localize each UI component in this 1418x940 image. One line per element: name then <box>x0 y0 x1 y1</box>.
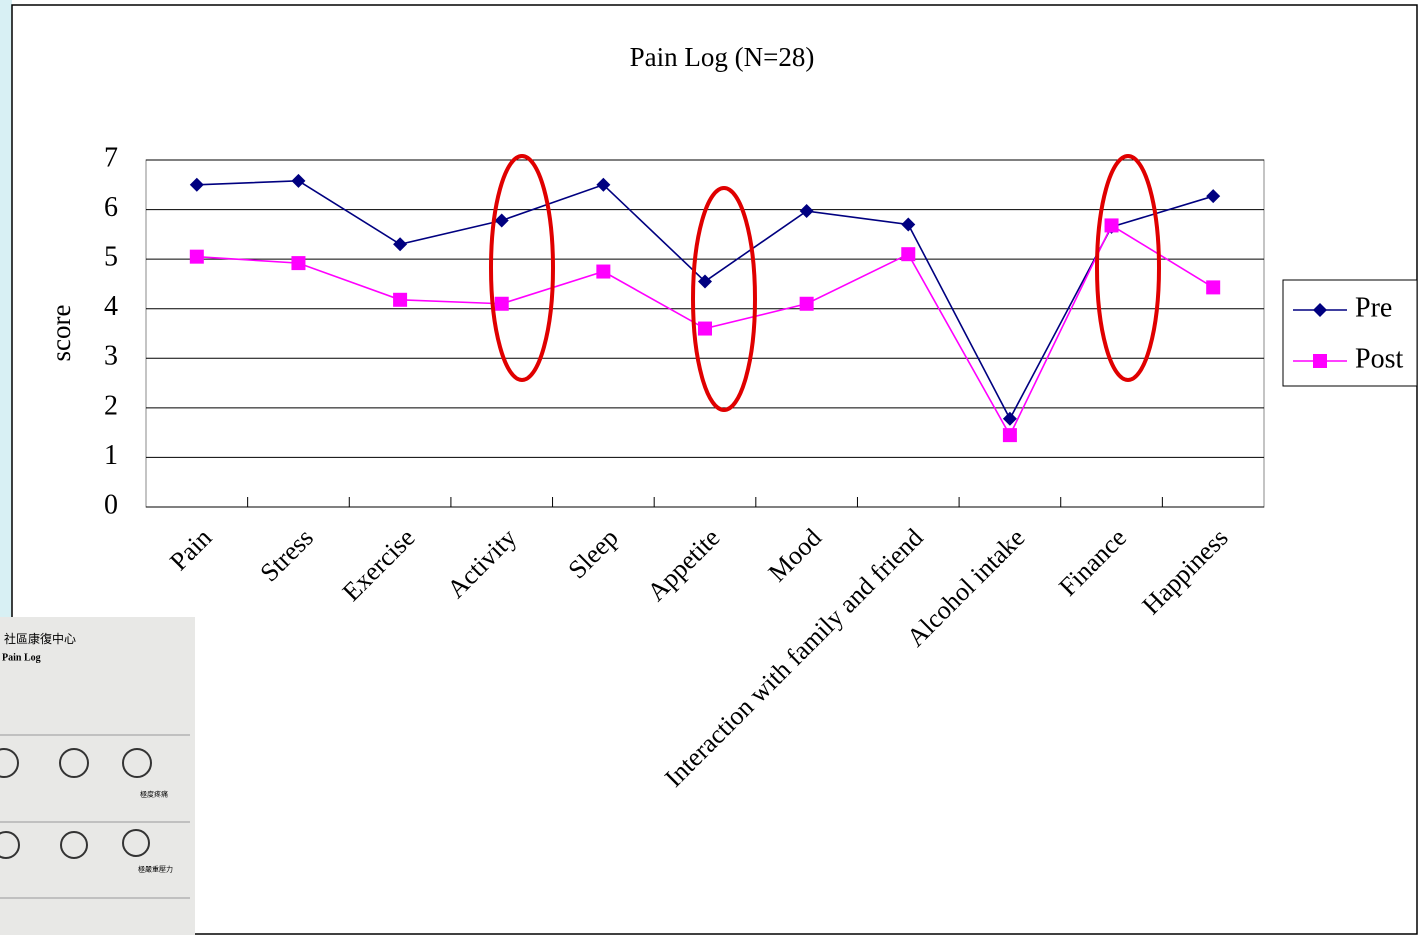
data-point <box>698 322 712 336</box>
data-point <box>1313 354 1327 368</box>
data-point <box>800 297 814 311</box>
data-point <box>291 256 305 270</box>
data-point <box>596 265 610 279</box>
data-point <box>495 297 509 311</box>
photo-text: 極度疼痛 <box>140 790 168 799</box>
chart-title: Pain Log (N=28) <box>630 42 815 72</box>
data-point <box>190 250 204 264</box>
photo-text: 極嚴重壓力 <box>138 865 173 874</box>
y-tick-label: 4 <box>104 291 118 322</box>
y-tick-label: 3 <box>104 341 118 372</box>
page: Pain Log (N=28) score 01234567PainStress… <box>0 0 1418 935</box>
photo-text: Pain Log <box>2 652 41 663</box>
y-tick-label: 1 <box>104 440 118 471</box>
legend-label: Pre <box>1355 292 1392 323</box>
data-point <box>901 247 915 261</box>
data-point <box>1105 218 1119 232</box>
y-tick-label: 7 <box>104 142 118 173</box>
y-tick-label: 0 <box>104 489 118 520</box>
photo-text: 社區康復中心 <box>4 631 76 646</box>
photo-background <box>0 617 195 935</box>
y-axis-label: score <box>46 305 76 362</box>
y-tick-label: 2 <box>104 390 118 421</box>
y-tick-label: 5 <box>104 242 118 273</box>
data-point <box>1206 280 1220 294</box>
data-point <box>1003 428 1017 442</box>
inset-photo: 社區康復中心 Pain Log 極度疼痛 極嚴重壓力 <box>0 617 195 935</box>
y-tick-label: 6 <box>104 192 118 223</box>
data-point <box>393 293 407 307</box>
legend-label: Post <box>1355 343 1403 374</box>
